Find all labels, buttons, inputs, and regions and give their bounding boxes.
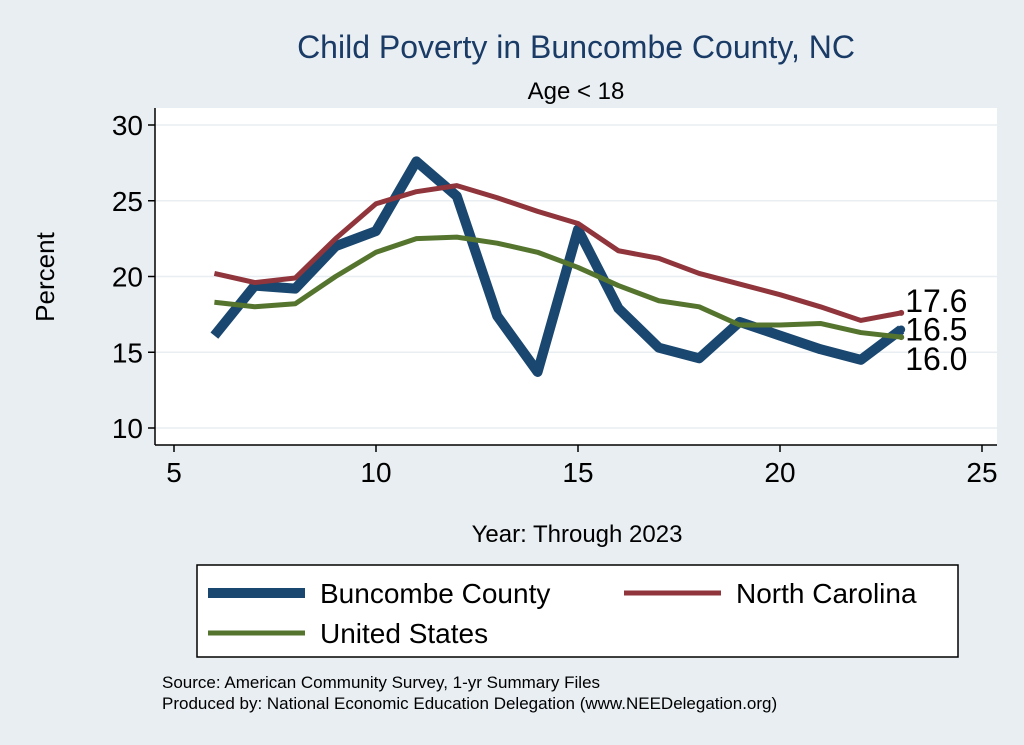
x-axis-ticks: 5 10 15 20 25: [166, 445, 998, 488]
legend-box: [196, 564, 959, 658]
legend-label-buncombe: Buncombe County: [320, 578, 550, 609]
series-line-united-states: [214, 234, 902, 340]
source-note: Source: American Community Survey, 1-yr …: [162, 673, 600, 692]
y-tick-label-20: 20: [112, 262, 143, 293]
legend-label-nc: North Carolina: [736, 578, 917, 609]
legend: Buncombe County North Carolina United St…: [196, 564, 959, 658]
end-label-buncombe-county: 16.5: [905, 312, 967, 348]
produced-note: Produced by: National Economic Education…: [162, 694, 777, 713]
x-tick-label-20: 20: [764, 457, 795, 488]
end-label-north-carolina: 17.6: [905, 283, 967, 319]
series-lines: [210, 156, 906, 377]
legend-label-us: United States: [320, 618, 488, 649]
x-tick-label-5: 5: [166, 457, 182, 488]
y-tick-label-25: 25: [112, 186, 143, 217]
x-tick-label-10: 10: [360, 457, 391, 488]
series-line-north-carolina: [213, 183, 902, 323]
x-tick-label-25: 25: [966, 457, 997, 488]
y-tick-label-30: 30: [112, 110, 143, 141]
end-marker-united-states: [898, 334, 905, 341]
end-marker-north-carolina: [898, 309, 905, 316]
x-tick-label-15: 15: [562, 457, 593, 488]
y-axis-label: Percent: [30, 231, 60, 321]
x-axis-label: Year: Through 2023: [472, 521, 683, 548]
chart-subtitle: Age < 18: [528, 78, 625, 105]
end-label-united-states: 16.0: [905, 341, 967, 377]
end-labels: 16.517.6 16.0: [905, 283, 967, 377]
y-tick-label-15: 15: [112, 337, 143, 368]
y-axis-ticks: 10 15 20 25 30: [112, 110, 155, 444]
chart-title: Child Poverty in Buncombe County, NC: [297, 29, 855, 65]
y-tick-label-10: 10: [112, 413, 143, 444]
end-marker-buncombe-county: [897, 325, 906, 334]
series-line-buncombe-county: [210, 156, 905, 377]
